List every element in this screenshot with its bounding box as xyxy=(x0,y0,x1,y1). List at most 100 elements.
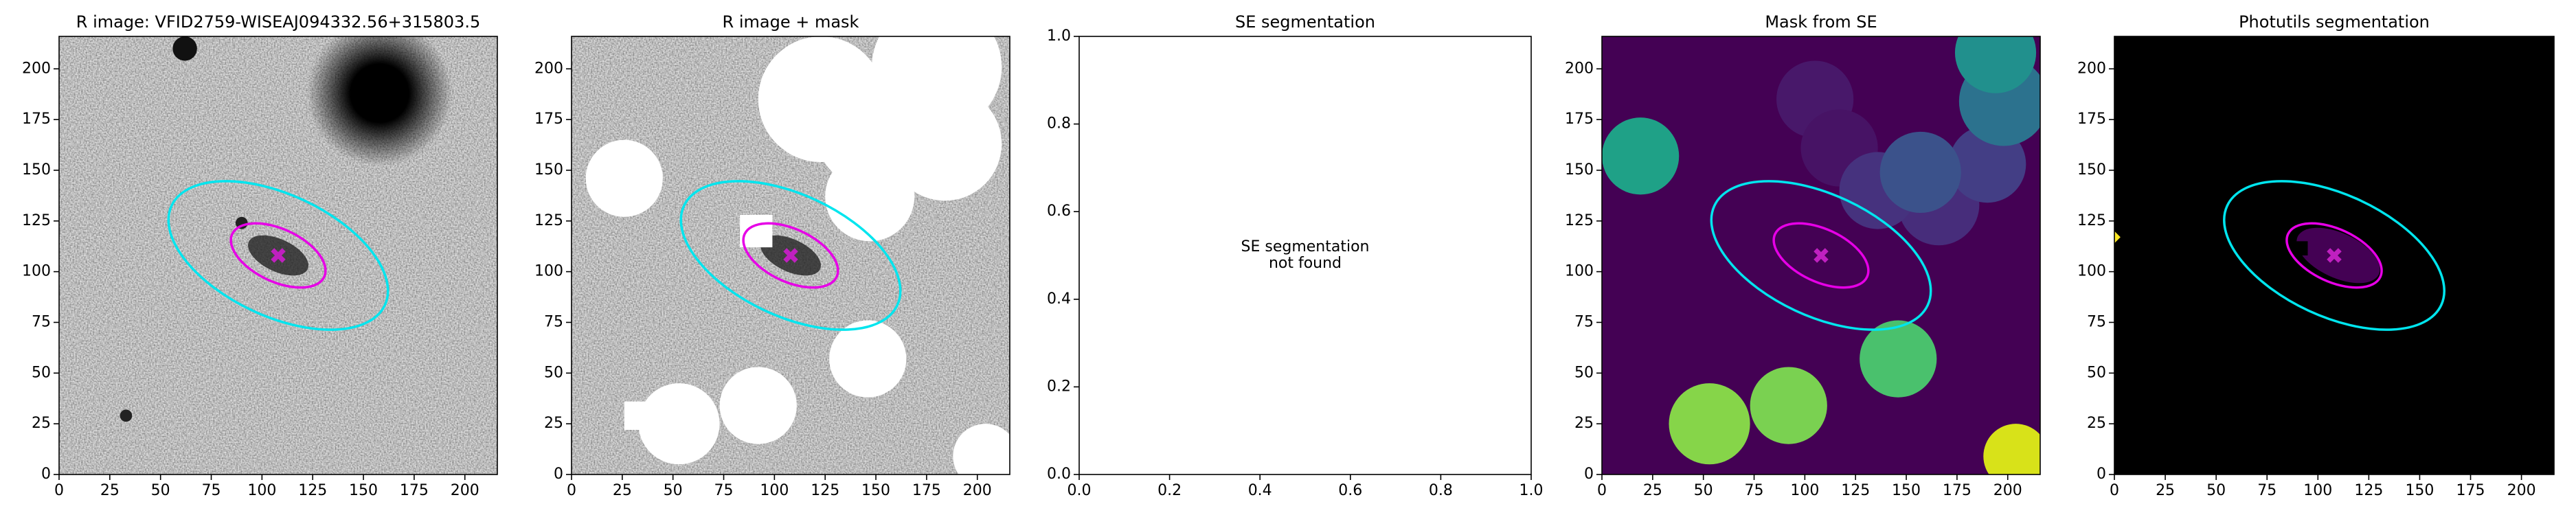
y-tick-label: 0.4 xyxy=(1047,290,1071,308)
y-tick-label: 200 xyxy=(534,60,563,77)
x-tick-label: 150 xyxy=(861,482,890,499)
x-tick-label: 150 xyxy=(349,482,378,499)
x-tick-label: 125 xyxy=(298,482,327,499)
source xyxy=(120,409,133,422)
axes-frame xyxy=(58,36,498,475)
aperture-ellipse xyxy=(2277,210,2392,301)
y-tick-label: 25 xyxy=(544,415,563,432)
x-tick-label: 50 xyxy=(151,482,170,499)
mask-region xyxy=(815,69,937,191)
mask-region xyxy=(624,401,649,431)
y-tick-label: 0.0 xyxy=(1047,466,1071,483)
x-tick-label: 1.0 xyxy=(1519,482,1544,499)
mask-region xyxy=(829,320,907,398)
y-tick-label: 0 xyxy=(554,466,563,483)
aperture-ellipse xyxy=(221,210,335,301)
mask-region xyxy=(585,139,663,217)
x-tick-label: 0.6 xyxy=(1338,482,1362,499)
x-tick-label: 0.8 xyxy=(1429,482,1453,499)
x-tick-label: 50 xyxy=(2206,482,2226,499)
mask-region xyxy=(719,367,797,444)
center-marker xyxy=(785,250,797,262)
y-tick-label: 75 xyxy=(1574,313,1594,330)
x-tick-label: 50 xyxy=(664,482,683,499)
mask-region xyxy=(1879,131,1961,213)
x-tick-label: 100 xyxy=(1790,482,1819,499)
y-tick-label: 50 xyxy=(1574,364,1594,381)
y-tick-label: 100 xyxy=(1565,263,1594,280)
masked-image xyxy=(572,36,1010,474)
y-tick-label: 175 xyxy=(534,111,563,128)
y-tick-label: 0 xyxy=(1584,466,1594,483)
x-tick-label: 150 xyxy=(1892,482,1921,499)
panel-title: SE segmentation xyxy=(1235,12,1375,32)
x-tick-label: 175 xyxy=(400,482,429,499)
x-tick-label: 200 xyxy=(963,482,992,499)
y-tick-label: 50 xyxy=(2087,364,2106,381)
x-tick-label: 0 xyxy=(2110,482,2119,499)
y-tick-label: 200 xyxy=(1565,60,1594,77)
y-tick-label: 25 xyxy=(1574,415,1594,432)
x-tick-label: 175 xyxy=(2456,482,2485,499)
x-tick-label: 0 xyxy=(567,482,576,499)
y-tick-label: 100 xyxy=(534,263,563,280)
y-tick-label: 175 xyxy=(2077,111,2106,128)
y-tick-label: 150 xyxy=(2077,161,2106,179)
x-tick-label: 25 xyxy=(613,482,632,499)
mask-region xyxy=(1750,367,1827,444)
panel-title: Mask from SE xyxy=(1765,12,1877,32)
y-tick-label: 0.6 xyxy=(1047,203,1071,220)
y-tick-label: 125 xyxy=(22,212,51,229)
annotation: SE segmentation not found xyxy=(1241,238,1370,272)
x-tick-label: 125 xyxy=(2354,482,2383,499)
y-tick-label: 0.8 xyxy=(1047,115,1071,133)
mask-region xyxy=(1954,36,2037,93)
aperture-ellipse xyxy=(658,150,923,360)
y-tick-label: 100 xyxy=(2077,263,2106,280)
x-tick-label: 200 xyxy=(451,482,479,499)
y-tick-label: 125 xyxy=(2077,212,2106,229)
mask-region xyxy=(953,424,1010,474)
x-tick-label: 125 xyxy=(811,482,839,499)
x-tick-label: 125 xyxy=(1841,482,1870,499)
aperture-ellipse xyxy=(734,210,848,301)
aperture-ellipse xyxy=(1688,150,1953,360)
axes-frame xyxy=(571,36,1010,475)
x-tick-label: 25 xyxy=(1643,482,1662,499)
y-tick-label: 200 xyxy=(2077,60,2106,77)
segment xyxy=(2296,227,2380,284)
x-tick-label: 100 xyxy=(247,482,276,499)
axes-frame xyxy=(1601,36,2041,475)
x-tick-label: 150 xyxy=(2405,482,2434,499)
axes-frame xyxy=(1078,36,1532,475)
r-image xyxy=(59,36,497,474)
x-tick-label: 75 xyxy=(2257,482,2276,499)
panel-title: R image: VFID2759-WISEAJ094332.56+315803… xyxy=(76,12,480,32)
x-tick-label: 50 xyxy=(1694,482,1713,499)
x-tick-label: 25 xyxy=(100,482,120,499)
x-tick-label: 175 xyxy=(912,482,941,499)
y-tick-label: 25 xyxy=(2087,415,2106,432)
y-tick-label: 50 xyxy=(544,364,563,381)
center-marker xyxy=(2329,250,2340,262)
segment-hole xyxy=(2291,241,2308,255)
bright-source xyxy=(306,36,453,167)
aperture-ellipse xyxy=(146,150,410,360)
x-tick-label: 0 xyxy=(1597,482,1607,499)
segment xyxy=(2114,231,2121,244)
x-tick-label: 0 xyxy=(54,482,64,499)
y-tick-label: 125 xyxy=(1565,212,1594,229)
x-tick-label: 200 xyxy=(1993,482,2022,499)
y-tick-label: 75 xyxy=(32,313,51,330)
mask-region xyxy=(1602,117,1680,195)
source xyxy=(172,36,197,61)
panel-title: Photutils segmentation xyxy=(2239,12,2430,32)
mask-region xyxy=(638,383,720,465)
center-marker xyxy=(1816,250,1827,262)
y-tick-label: 0 xyxy=(2097,466,2106,483)
x-tick-label: 75 xyxy=(714,482,734,499)
x-tick-label: 0.0 xyxy=(1067,482,1092,499)
x-tick-label: 25 xyxy=(2156,482,2175,499)
x-tick-label: 175 xyxy=(1943,482,1971,499)
